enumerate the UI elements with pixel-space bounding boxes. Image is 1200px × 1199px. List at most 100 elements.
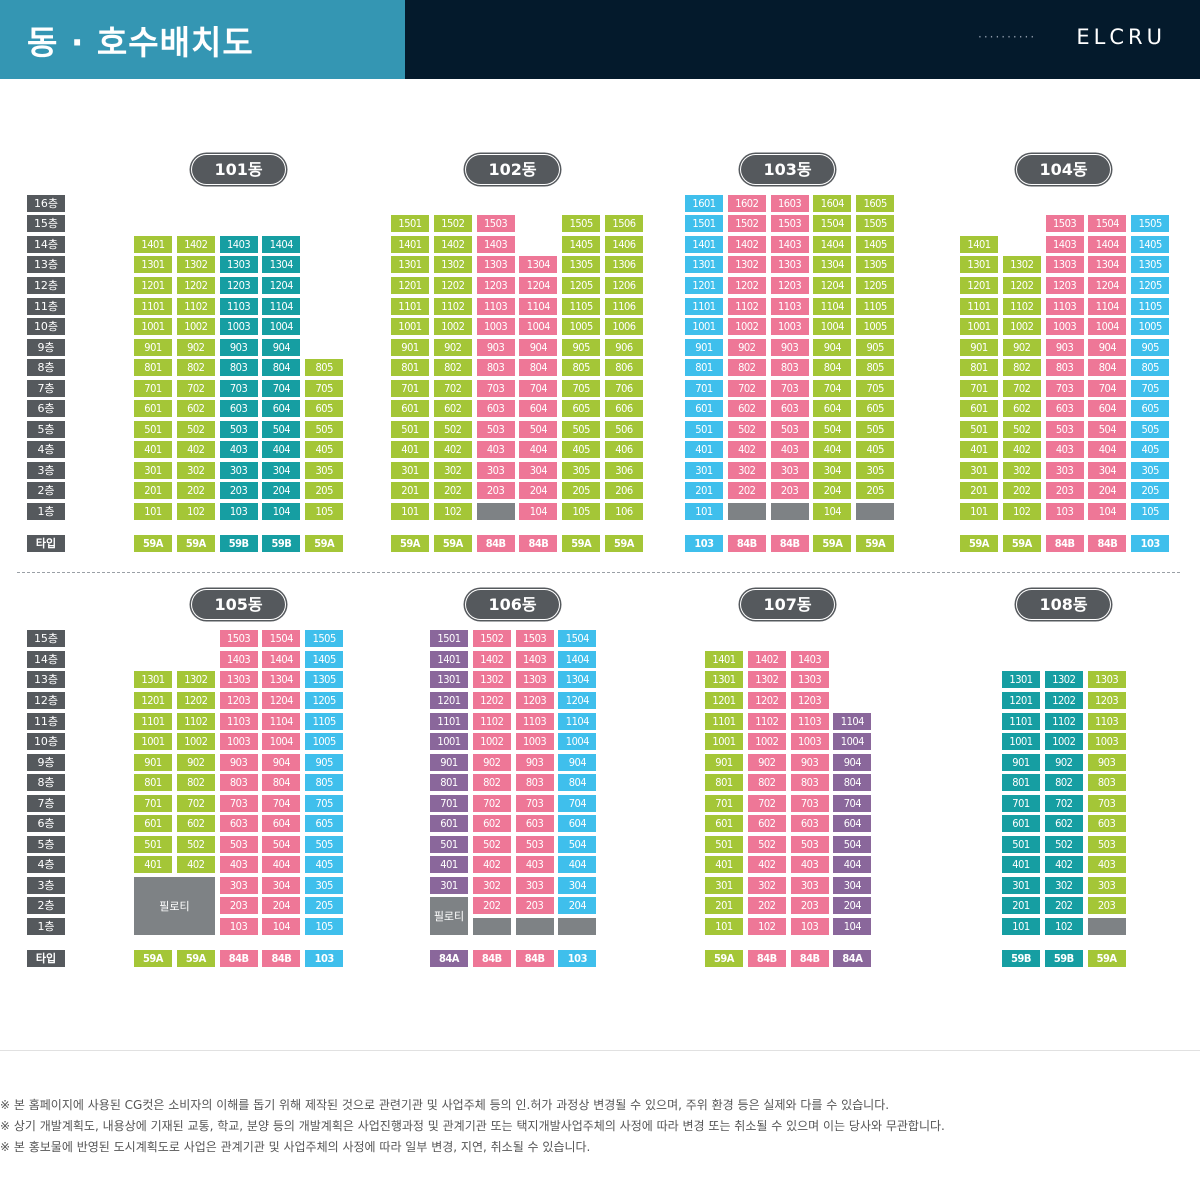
unit-cell: 502 (1002, 420, 1041, 438)
unit-cell: 401 (391, 441, 429, 459)
unit-cell: 1405 (562, 235, 601, 253)
unit-cell: 201 (705, 897, 743, 915)
unit-cell: 801 (685, 359, 723, 377)
unit-cell: 902 (1002, 338, 1041, 356)
unit-cell: 1102 (176, 297, 215, 315)
unit-cell: 1403 (219, 650, 258, 668)
unit-cell: 1102 (433, 297, 472, 315)
unit-cell: 904 (833, 753, 872, 771)
unit-cell: 1102 (727, 297, 766, 315)
unit-cell: 1103 (515, 712, 554, 730)
unit-cell: 902 (176, 753, 215, 771)
unit-cell: 1005 (562, 318, 601, 336)
unit-cell: 1301 (134, 256, 172, 274)
unit-cell: 104 (1088, 503, 1127, 520)
unit-cell: 401 (960, 441, 998, 459)
unit-type-badge: 59A (176, 950, 215, 967)
unit-cell: 104 (833, 918, 872, 935)
unit-type-badge: 103 (558, 950, 597, 967)
brand-logo: ELCRU (1076, 25, 1166, 49)
building-label-2: 102동 (466, 155, 559, 184)
unit-cell: 1202 (433, 276, 472, 294)
unit-cell: 1204 (519, 276, 558, 294)
unit-cell: 1602 (727, 194, 766, 212)
unit-cell: 1302 (727, 256, 766, 274)
unit-cell: 1201 (391, 276, 429, 294)
unit-cell: 1105 (856, 297, 895, 315)
unit-cell: 901 (960, 338, 998, 356)
unit-cell: 903 (476, 338, 515, 356)
unit-cell: 705 (305, 379, 344, 397)
unit-cell: 1006 (605, 318, 643, 336)
unit-cell: 604 (519, 400, 558, 418)
unit-cell: 401 (134, 441, 172, 459)
unit-cell: 1401 (685, 235, 723, 253)
unit-cell: 1302 (472, 671, 511, 689)
unit-cell: 103 (219, 918, 258, 935)
unit-cell: 503 (770, 420, 809, 438)
unit-cell: 405 (305, 856, 344, 874)
unit-cell: 1204 (262, 691, 301, 709)
unit-cell: 1101 (960, 297, 998, 315)
unit-type-badge: 59A (562, 535, 601, 552)
unit-cell: 801 (430, 774, 468, 792)
unit-cell: 302 (1002, 461, 1041, 479)
unit-cell: 1202 (472, 691, 511, 709)
unit-cell: 203 (790, 897, 829, 915)
unit-cell: 904 (1088, 338, 1127, 356)
unit-cell: 1202 (727, 276, 766, 294)
unit-cell: 805 (1131, 359, 1170, 377)
unit-cell: 502 (176, 420, 215, 438)
unit-type-badge: 59A (176, 535, 215, 552)
unit-cell: 204 (519, 482, 558, 500)
unit-cell: 1505 (1131, 215, 1170, 233)
floor-label-10: 10층 (27, 733, 65, 751)
unit-cell: 301 (705, 876, 743, 894)
unit-cell: 1405 (856, 235, 895, 253)
unit-cell: 403 (1045, 441, 1084, 459)
unit-cell: 706 (605, 379, 643, 397)
unit-cell: 204 (262, 897, 301, 915)
unit-cell: 803 (476, 359, 515, 377)
unit-cell: 1005 (1131, 318, 1170, 336)
unit-cell: 404 (519, 441, 558, 459)
floor-label-5: 5층 (27, 835, 65, 853)
unit-cell: 403 (219, 441, 258, 459)
unit-cell: 1402 (176, 235, 215, 253)
floor-label-14: 14층 (27, 650, 65, 668)
unit-cell: 703 (219, 794, 258, 812)
unit-cell: 101 (1002, 918, 1040, 935)
unit-cell: 304 (833, 876, 872, 894)
unit-cell: 501 (134, 835, 172, 853)
empty-unit-cell (727, 503, 766, 520)
unit-cell: 901 (134, 338, 172, 356)
floor-label-2: 2층 (27, 897, 65, 915)
unit-type-badge: 84B (519, 535, 558, 552)
unit-cell: 901 (134, 753, 172, 771)
unit-cell: 303 (770, 461, 809, 479)
unit-cell: 401 (430, 856, 468, 874)
building-label-1: 101동 (192, 155, 285, 184)
unit-cell: 205 (1131, 482, 1170, 500)
unit-cell: 401 (1002, 856, 1040, 874)
unit-cell: 1201 (134, 691, 172, 709)
unit-cell: 704 (519, 379, 558, 397)
unit-cell: 402 (1044, 856, 1083, 874)
unit-cell: 1104 (558, 712, 597, 730)
unit-cell: 904 (519, 338, 558, 356)
unit-cell: 103 (790, 918, 829, 935)
unit-cell: 704 (558, 794, 597, 812)
unit-cell: 604 (558, 815, 597, 833)
unit-cell: 1206 (605, 276, 643, 294)
unit-cell: 1202 (1044, 691, 1083, 709)
unit-cell: 1405 (305, 650, 344, 668)
empty-unit-cell (476, 503, 515, 520)
unit-cell: 1401 (134, 235, 172, 253)
unit-cell: 1005 (305, 733, 344, 751)
unit-cell: 905 (305, 753, 344, 771)
unit-cell: 1205 (305, 691, 344, 709)
unit-cell: 604 (813, 400, 852, 418)
unit-cell: 105 (562, 503, 601, 520)
unit-cell: 1305 (856, 256, 895, 274)
unit-type-badge: 59B (1044, 950, 1083, 967)
